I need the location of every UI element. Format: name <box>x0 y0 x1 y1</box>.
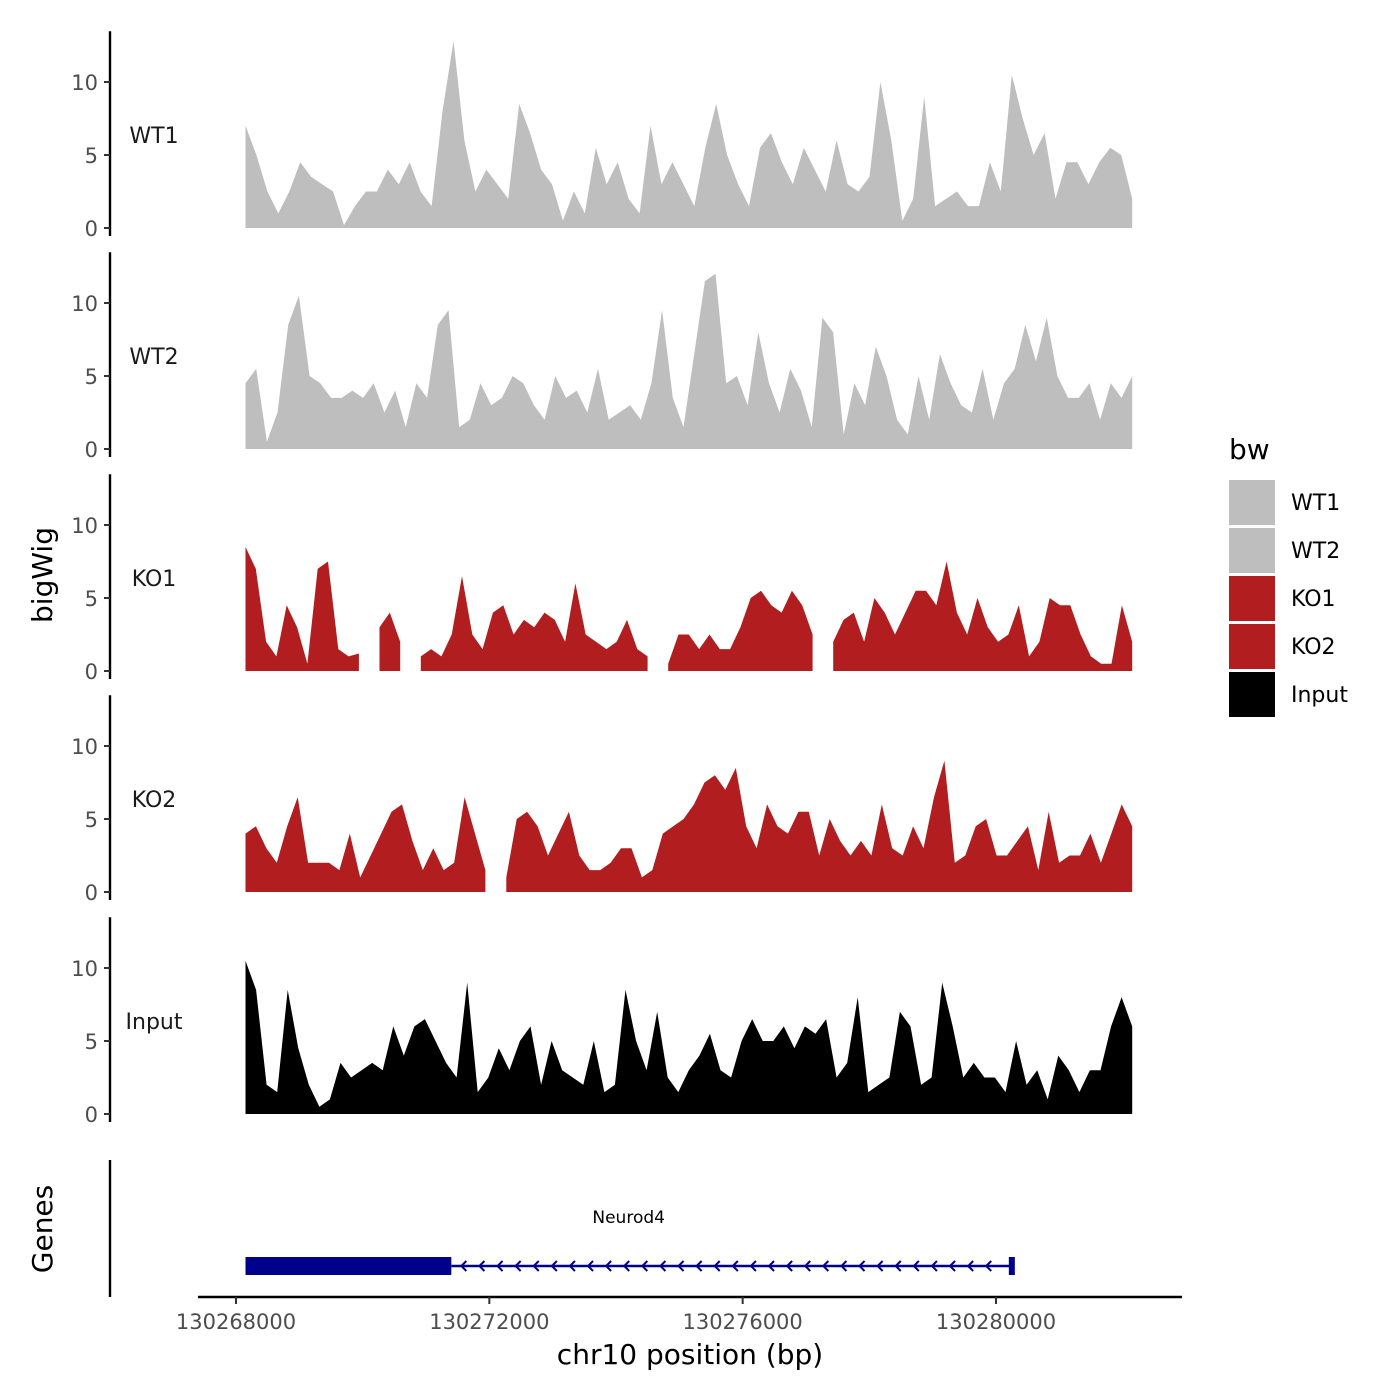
legend-label-wt2: WT2 <box>1291 539 1340 564</box>
strand-arrow <box>459 1260 468 1272</box>
legend-swatch-ko1 <box>1229 576 1275 621</box>
strand-arrow <box>894 1260 902 1272</box>
y-tick-label: 5 <box>85 1030 98 1054</box>
y-tick-label: 5 <box>85 144 98 168</box>
track-label-wt2: WT2 <box>129 345 178 370</box>
track-label-ko1: KO1 <box>132 567 177 592</box>
track-label-input: Input <box>126 1010 183 1035</box>
strand-arrow <box>876 1260 884 1272</box>
genes-axis-title: Genes <box>26 1185 59 1273</box>
legend-label-ko1: KO1 <box>1291 587 1336 612</box>
strand-arrow <box>803 1260 811 1272</box>
strand-arrow <box>604 1260 612 1272</box>
coverage-area-input <box>245 960 1133 1114</box>
strand-arrow <box>478 1260 486 1272</box>
y-tick-label: 0 <box>85 881 98 905</box>
y-tick-label: 0 <box>85 660 98 684</box>
coverage-tracks: 0 5 10 WT1 0 5 10 WT2 0 5 10 KO1 0 5 10 KO2 0 5 10 Input <box>71 31 1133 1127</box>
legend-swatch-wt2 <box>1229 528 1275 573</box>
track-input: 0 5 10 Input <box>71 917 1133 1127</box>
y-tick-label: 0 <box>85 217 98 241</box>
legend-label-input: Input <box>1291 683 1348 708</box>
x-tick-label: 130268000 <box>176 1310 296 1334</box>
gene-exon-end <box>1008 1257 1015 1275</box>
legend: bw WT1 WT2 KO1 KO2 Input <box>1229 433 1348 717</box>
strand-arrow <box>912 1260 920 1272</box>
y-tick-label: 5 <box>85 808 98 832</box>
strand-arrow <box>713 1260 721 1272</box>
strand-arrow <box>858 1260 866 1272</box>
coverage-area-wt2 <box>245 273 1133 449</box>
y-tick-label: 10 <box>71 71 98 95</box>
y-tick-label: 10 <box>71 735 98 759</box>
x-tick-label: 130280000 <box>936 1310 1056 1334</box>
y-tick-label: 10 <box>71 514 98 538</box>
y-tick-label: 0 <box>85 438 98 462</box>
x-tick-label: 130272000 <box>429 1310 549 1334</box>
strand-arrow <box>514 1260 522 1272</box>
y-axis-title: bigWig <box>26 527 59 623</box>
strand-arrow <box>622 1260 630 1272</box>
x-tick-label: 130276000 <box>683 1310 803 1334</box>
legend-label-ko2: KO2 <box>1291 635 1336 660</box>
strand-arrow <box>695 1260 703 1272</box>
strand-arrow <box>659 1260 667 1272</box>
legend-swatch-ko2 <box>1229 624 1275 669</box>
x-axis: 130268000 130272000 130276000 130280000 <box>176 1295 1182 1334</box>
coverage-area-ko1 <box>668 590 813 671</box>
y-tick-label: 10 <box>71 292 98 316</box>
y-tick-label: 10 <box>71 957 98 981</box>
gene-label: Neurod4 <box>592 1208 665 1228</box>
gene-panel: Neurod4 <box>108 1160 1015 1297</box>
coverage-area-ko2 <box>245 797 486 892</box>
strand-arrow <box>840 1260 848 1272</box>
strand-arrow <box>966 1260 974 1272</box>
legend-swatch-input <box>1229 672 1275 717</box>
y-tick-label: 0 <box>85 1103 98 1127</box>
strand-arrow <box>550 1260 558 1272</box>
track-wt1: 0 5 10 WT1 <box>71 31 1133 241</box>
strand-arrow <box>731 1260 739 1272</box>
coverage-area-ko1 <box>420 576 648 671</box>
x-axis-title: chr10 position (bp) <box>557 1338 823 1371</box>
track-wt2: 0 5 10 WT2 <box>71 252 1133 462</box>
track-ko2: 0 5 10 KO2 <box>71 695 1133 905</box>
legend-label-wt1: WT1 <box>1291 491 1340 516</box>
gene-exon-block <box>245 1257 452 1275</box>
track-ko1: 0 5 10 KO1 <box>71 474 1133 684</box>
strand-arrow <box>821 1260 830 1272</box>
strand-arrow <box>496 1260 504 1272</box>
coverage-area-ko2 <box>506 760 1133 892</box>
strand-arrow <box>532 1260 540 1272</box>
track-label-wt1: WT1 <box>129 124 178 149</box>
strand-arrow <box>677 1260 685 1272</box>
legend-title: bw <box>1229 433 1270 466</box>
coverage-area-wt1 <box>245 41 1133 228</box>
track-label-ko2: KO2 <box>132 788 177 813</box>
strand-arrow <box>767 1260 775 1272</box>
strand-arrow <box>586 1260 594 1272</box>
strand-arrow <box>785 1260 793 1272</box>
y-tick-label: 5 <box>85 365 98 389</box>
strand-arrow <box>930 1260 938 1272</box>
coverage-area-ko1 <box>833 561 1133 671</box>
strand-arrow <box>568 1260 576 1272</box>
strand-arrow <box>640 1260 649 1272</box>
y-tick-label: 5 <box>85 587 98 611</box>
strand-arrow <box>984 1260 992 1272</box>
legend-swatch-wt1 <box>1229 480 1275 525</box>
coverage-area-ko1 <box>245 546 359 671</box>
strand-arrow <box>948 1260 956 1272</box>
coverage-area-ko1 <box>379 612 401 671</box>
strand-arrow <box>749 1260 757 1272</box>
